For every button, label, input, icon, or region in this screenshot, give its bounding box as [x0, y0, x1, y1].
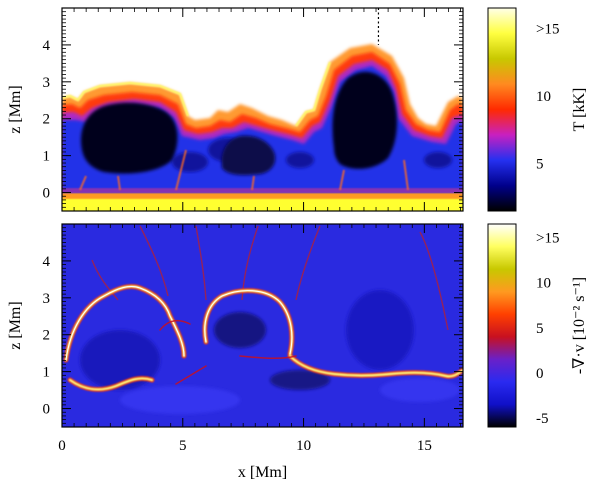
- cool-pocket-right: [332, 71, 397, 169]
- y-tick-label: 3: [43, 75, 51, 91]
- colorbar-tick-label: >15: [536, 21, 559, 37]
- plot-frame: [61, 223, 464, 428]
- y-tick-label: 0: [43, 186, 51, 202]
- colorbar-tick-label: 10: [536, 276, 551, 292]
- hot-upflows: [79, 149, 409, 191]
- colorbar-label: -∇·v [10⁻² s⁻¹]: [571, 277, 588, 374]
- colorbar-tick-label: 0: [536, 366, 544, 382]
- cool-pockets: [80, 71, 397, 176]
- y-tick-label: 4: [43, 254, 51, 270]
- yellow-rim: [62, 61, 332, 127]
- y-tick-label: 3: [43, 291, 51, 307]
- temperature-map: [62, 8, 463, 211]
- x-tick-label: 0: [58, 438, 66, 454]
- colorbar-tick-label: >15: [536, 231, 559, 247]
- x-tick-label: 15: [417, 438, 432, 454]
- labels-layer: 0 1 2 3 4 z [Mm] 5 10 >15 T [kK] 0 1 2 3 4 z [Mm] 0 5 10 15…: [7, 21, 588, 481]
- y-tick-label: 0: [43, 402, 51, 418]
- colorbar-tick-label: 5: [536, 157, 544, 173]
- shock-fronts: [63, 283, 463, 392]
- x-tick-label: 5: [179, 438, 187, 454]
- colorbar-label: T [kK]: [571, 88, 588, 132]
- x-tick-label: 10: [296, 438, 311, 454]
- cool-pocket-left: [80, 102, 178, 174]
- colorbar-tick-label: 10: [536, 89, 551, 105]
- temperature-colorbar: [487, 7, 517, 212]
- x-axis-label: x [Mm]: [238, 464, 287, 481]
- divergence-mottling: [80, 290, 460, 414]
- y-axis-label: z [Mm]: [7, 301, 24, 349]
- y-tick-label: 1: [43, 365, 51, 381]
- colorbar-tick-label: 5: [536, 321, 544, 337]
- plot-frame: [61, 7, 464, 212]
- divergence-map: [62, 224, 463, 427]
- hot-photosphere: [62, 188, 463, 211]
- colorbar-tick-label: -5: [536, 411, 549, 427]
- y-tick-label: 2: [43, 112, 51, 128]
- y-tick-label: 2: [43, 328, 51, 344]
- y-tick-label: 4: [43, 38, 51, 54]
- y-tick-label: 1: [43, 149, 51, 165]
- y-axis-label: z [Mm]: [7, 85, 24, 133]
- cool-pocket-middle: [221, 135, 276, 176]
- divergence-colorbar: [487, 223, 517, 428]
